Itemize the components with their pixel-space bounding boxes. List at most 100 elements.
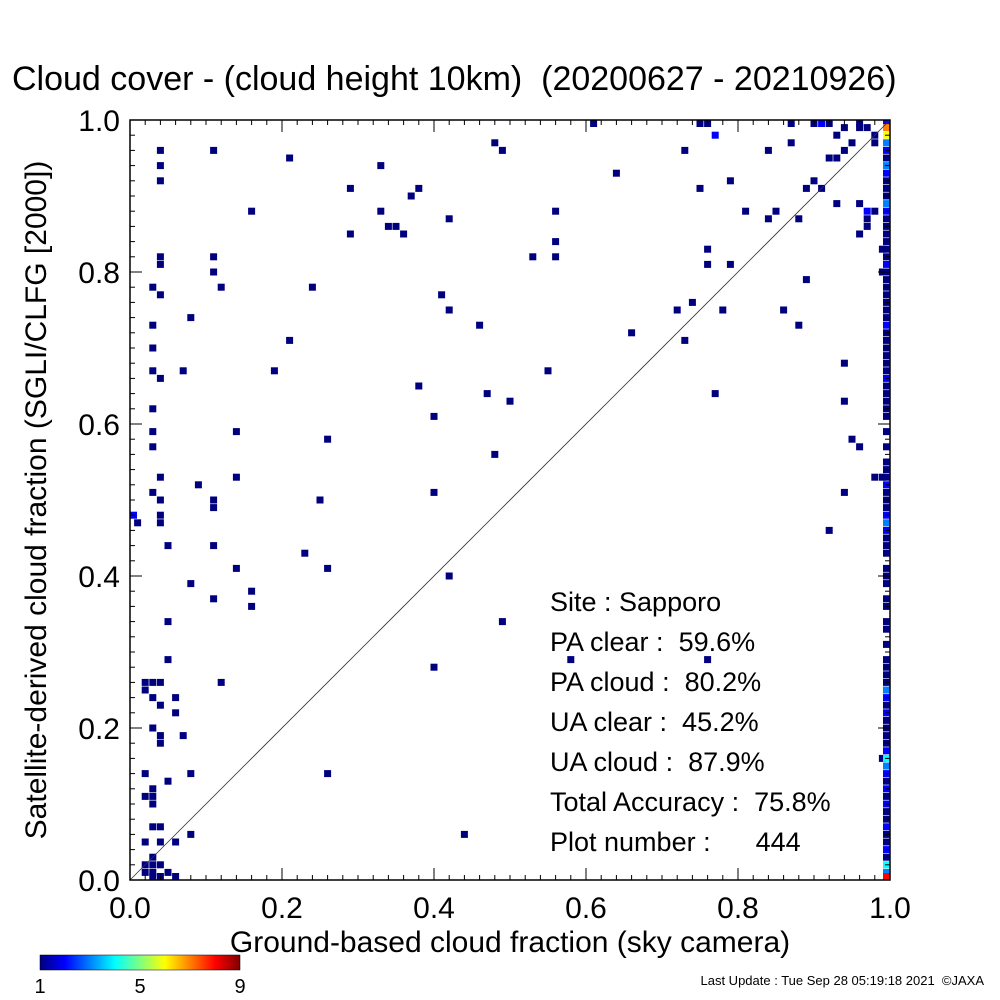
cell-27 bbox=[141, 686, 149, 694]
cell-196 bbox=[883, 230, 890, 238]
cell-105 bbox=[476, 321, 484, 329]
cell-168 bbox=[863, 124, 871, 132]
stat-line: Site : Sapporo bbox=[550, 587, 721, 617]
cell-2 bbox=[156, 177, 164, 185]
cell-97 bbox=[430, 412, 438, 420]
stat-label: Site : bbox=[550, 587, 619, 617]
cell-102 bbox=[445, 306, 453, 314]
cell-1 bbox=[156, 162, 164, 170]
cell-75 bbox=[248, 587, 256, 595]
cell-69 bbox=[210, 253, 218, 261]
cell-62 bbox=[210, 542, 218, 550]
cell-150 bbox=[833, 154, 841, 162]
stat-line: Plot number : 444 bbox=[550, 827, 801, 857]
cell-128 bbox=[704, 656, 712, 664]
cell-136 bbox=[742, 207, 750, 215]
cell-42 bbox=[149, 823, 157, 831]
cell-37 bbox=[164, 777, 172, 785]
x-tick-label: 0.4 bbox=[413, 892, 455, 925]
cell-122 bbox=[681, 146, 689, 154]
cell-140 bbox=[780, 306, 788, 314]
cell-155 bbox=[840, 488, 848, 496]
cell-130 bbox=[696, 120, 704, 127]
cell-218 bbox=[883, 397, 890, 405]
cell-24 bbox=[141, 678, 149, 686]
colorbar-tick-label: 1 bbox=[34, 976, 45, 998]
cell-44 bbox=[141, 838, 149, 846]
cell-89 bbox=[377, 162, 385, 170]
cell-214 bbox=[883, 367, 890, 375]
stat-line: Total Accuracy : 75.8% bbox=[550, 787, 831, 817]
cell-153 bbox=[840, 359, 848, 367]
cell-81 bbox=[301, 549, 309, 557]
cell-147 bbox=[810, 177, 818, 185]
y-tick-label: 1.0 bbox=[78, 105, 120, 138]
cell-77 bbox=[248, 207, 256, 215]
cell-190 bbox=[883, 184, 890, 192]
cell-11 bbox=[149, 405, 157, 413]
colorbar-labels: 1 5 9 bbox=[34, 976, 245, 998]
cell-254 bbox=[883, 732, 890, 740]
cell-242 bbox=[883, 625, 890, 633]
cell-52 bbox=[149, 868, 157, 876]
cell-131 bbox=[711, 131, 719, 139]
cell-236 bbox=[883, 564, 890, 572]
cell-192 bbox=[883, 200, 890, 208]
cell-64 bbox=[210, 504, 218, 512]
cell-229 bbox=[883, 504, 890, 512]
cell-134 bbox=[726, 260, 734, 268]
cell-142 bbox=[787, 139, 795, 147]
cell-93 bbox=[400, 230, 408, 238]
stat-line: UA cloud : 87.9% bbox=[550, 747, 765, 777]
y-tick-label: 0.4 bbox=[78, 561, 120, 594]
cell-18 bbox=[134, 519, 142, 527]
stat-label: PA cloud : bbox=[550, 667, 685, 697]
cell-50 bbox=[156, 861, 164, 869]
stat-value: 87.9% bbox=[688, 747, 765, 777]
cell-67 bbox=[217, 678, 225, 686]
cell-188 bbox=[883, 169, 890, 177]
cell-119 bbox=[612, 169, 620, 177]
cell-78 bbox=[270, 367, 278, 375]
cell-22 bbox=[164, 618, 172, 626]
cell-35 bbox=[179, 732, 187, 740]
cell-117 bbox=[567, 656, 575, 664]
cell-13 bbox=[149, 443, 157, 451]
cell-38 bbox=[149, 785, 157, 793]
cell-252 bbox=[883, 716, 890, 724]
cell-216 bbox=[883, 382, 890, 390]
cell-162 bbox=[863, 207, 871, 215]
chart-title: Cloud cover - (cloud height 10km) (20200… bbox=[12, 60, 897, 98]
cell-124 bbox=[688, 298, 696, 306]
cell-273 bbox=[883, 873, 890, 880]
stat-line: UA clear : 45.2% bbox=[550, 707, 759, 737]
cell-16 bbox=[156, 511, 164, 519]
cell-96 bbox=[415, 382, 423, 390]
cell-166 bbox=[871, 139, 879, 147]
cell-34 bbox=[156, 739, 164, 747]
cell-156 bbox=[848, 435, 856, 443]
cell-83 bbox=[316, 496, 324, 504]
x-tick-label: 0.0 bbox=[109, 892, 151, 925]
x-axis-label: Ground-based cloud fraction (sky camera) bbox=[230, 926, 790, 959]
cell-47 bbox=[172, 838, 180, 846]
cell-10 bbox=[156, 374, 164, 382]
cell-223 bbox=[883, 458, 890, 466]
stat-label: UA clear : bbox=[550, 707, 682, 737]
cell-19 bbox=[156, 519, 164, 527]
density-cells bbox=[130, 120, 890, 880]
cell-184 bbox=[883, 139, 890, 147]
cell-176 bbox=[840, 146, 848, 154]
cell-262 bbox=[883, 792, 890, 800]
cell-61 bbox=[210, 496, 218, 504]
last-update-text: Last Update : Tue Sep 28 05:19:18 2021 ©… bbox=[701, 973, 985, 988]
cell-100 bbox=[438, 291, 446, 299]
cell-79 bbox=[286, 154, 294, 162]
cell-31 bbox=[172, 709, 180, 717]
cell-160 bbox=[863, 222, 871, 230]
cell-41 bbox=[149, 800, 157, 808]
x-tick-label: 0.2 bbox=[261, 892, 303, 925]
cell-99 bbox=[430, 663, 438, 671]
cell-12 bbox=[149, 428, 157, 436]
